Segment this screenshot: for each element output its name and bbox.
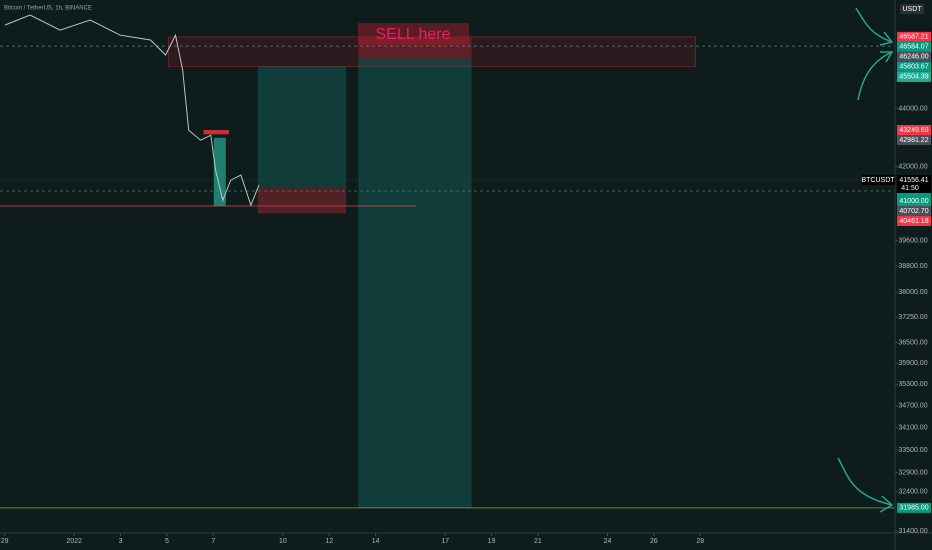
x-tick-label: 14 (372, 538, 380, 545)
zone (257, 188, 347, 214)
price-label-box (897, 134, 931, 145)
price-label: 41000.00 (899, 198, 928, 205)
y-tick-label: 35900.00 (898, 360, 927, 367)
price-label: 46584.07 (899, 44, 928, 51)
arrow-bottom (837, 457, 894, 513)
y-tick-label: 44000.00 (898, 105, 927, 112)
price-label-box (897, 124, 931, 135)
price-label-box (897, 196, 931, 207)
arrow-top (855, 7, 894, 101)
ticker: BTCUSDT (861, 177, 895, 184)
chart-title: Bitcoin / TetherUS, 1h, BINANCE (4, 6, 92, 12)
x-tick-label: 12 (325, 538, 333, 545)
annotation-box (358, 23, 469, 45)
last-price-label: 41556.41 (899, 177, 928, 184)
x-tick-label: 10 (279, 538, 287, 545)
price-label: 40461.18 (899, 218, 928, 225)
zone (358, 58, 472, 508)
zone (257, 66, 347, 189)
y-tick-label: 33500.00 (898, 447, 927, 454)
x-tick-label: 29 (1, 538, 9, 545)
currency-box (900, 4, 924, 14)
price-label: 43249.69 (899, 127, 928, 134)
x-tick-label: 17 (441, 538, 449, 545)
y-tick-label: 38000.00 (898, 289, 927, 296)
price-label-box (897, 31, 931, 42)
price-label: 40702.70 (899, 208, 928, 215)
price-label-box (897, 51, 931, 62)
y-tick-label: 34700.00 (898, 403, 927, 410)
price-label-box (897, 71, 931, 82)
price-label: 45803.67 (899, 64, 928, 71)
y-tick-label: 34100.00 (898, 425, 927, 432)
y-tick-label: 31400.00 (898, 528, 927, 535)
y-tick-label: 32900.00 (898, 469, 927, 476)
y-tick-label: 39600.00 (898, 237, 927, 244)
price-label-box (897, 216, 931, 227)
zone (203, 129, 229, 135)
x-tick-label: 2022 (66, 538, 82, 545)
last-price-box (897, 175, 931, 194)
price-label-box (897, 61, 931, 72)
price-label: 45504.39 (899, 74, 928, 81)
price-label: 31985.00 (899, 505, 928, 512)
y-tick-label: 42000.00 (898, 164, 927, 171)
x-tick-label: 28 (696, 538, 704, 545)
currency: USDT (902, 6, 922, 13)
x-tick-label: 26 (650, 538, 658, 545)
price-label-box (897, 502, 931, 513)
price-line (4, 14, 260, 207)
y-tick-label: 38800.00 (898, 263, 927, 270)
price-label-box (897, 41, 931, 52)
x-tick-label: 21 (534, 538, 542, 545)
ticker-box (862, 175, 895, 186)
price-label-box (897, 206, 931, 217)
price-label: 46587.21 (899, 34, 928, 41)
x-tick-label: 3 (119, 538, 123, 545)
x-tick-label: 5 (165, 538, 169, 545)
x-tick-label: 19 (488, 538, 496, 545)
y-tick-label: 36500.00 (898, 339, 927, 346)
y-tick-label: 32400.00 (898, 489, 927, 496)
y-tick-label: 37250.00 (898, 314, 927, 321)
y-tick-label: 35300.00 (898, 381, 927, 388)
price-label: 46246.00 (899, 54, 928, 61)
zone (213, 137, 226, 207)
price-label: 42981.22 (899, 137, 928, 144)
x-tick-label: 7 (211, 538, 215, 545)
annotation: SELL here (375, 26, 450, 43)
x-tick-label: 24 (604, 538, 612, 545)
countdown: 41:50 (901, 185, 919, 192)
